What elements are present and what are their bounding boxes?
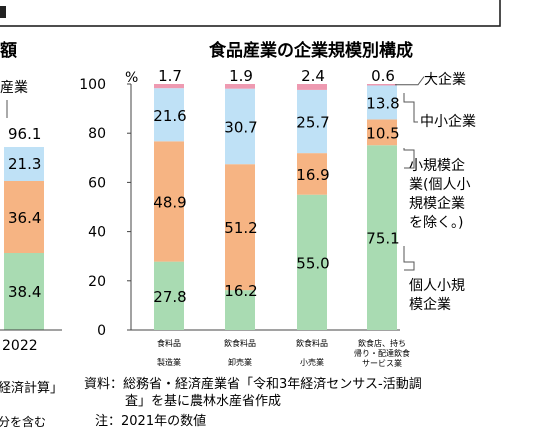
y-tick-label: 0 xyxy=(97,323,106,339)
legend-leader-line xyxy=(403,93,418,123)
bar-value-label: 25.7 xyxy=(296,114,329,132)
category-label: 飲食店、持ち帰り・配達飲食サービス業 xyxy=(354,338,410,368)
bar-value-label: 75.1 xyxy=(366,230,399,248)
bar-segment xyxy=(154,261,184,330)
category-label: 飲食料品小売業 xyxy=(296,338,328,367)
bar-segment xyxy=(154,84,184,89)
left-chart-title: 額 xyxy=(0,40,17,61)
left-total-label: 96.1 xyxy=(8,125,41,143)
bar-segment xyxy=(297,89,327,154)
bar-segment xyxy=(367,85,397,120)
left-legend-label: 産業 xyxy=(0,80,28,96)
y-tick-label: 60 xyxy=(88,175,106,191)
legend-leader-line xyxy=(395,76,425,86)
source-line: 査」を基に農林水産省作成 xyxy=(125,393,281,409)
bar-value-label: 16.2 xyxy=(224,282,257,300)
bar-value-label: 10.5 xyxy=(366,124,399,142)
bar-value-label: 13.8 xyxy=(366,94,399,112)
y-tick-label: 100 xyxy=(79,77,106,93)
bar-value-label: 55.0 xyxy=(296,254,329,272)
left-value-label: 21.3 xyxy=(8,155,41,173)
note-line: 注：2021年の数値 xyxy=(95,413,206,429)
legend-leader-line xyxy=(403,148,415,169)
bar-segment xyxy=(154,141,184,262)
y-tick-label: 40 xyxy=(88,225,106,241)
bar-segment xyxy=(367,119,397,146)
bar-segment xyxy=(225,88,255,165)
bar-segment xyxy=(367,145,397,330)
legend-label: 個人小規模企業 xyxy=(409,278,465,313)
left-note-fragment: 分を含む xyxy=(0,414,46,429)
bar-segment xyxy=(154,88,184,142)
bar-segment xyxy=(297,84,327,90)
y-unit-label: % xyxy=(125,70,138,86)
left-source-fragment: 経済計算」 xyxy=(0,380,63,396)
legend-label: 中小企業 xyxy=(420,113,476,130)
bar-value-label: 48.9 xyxy=(153,193,186,211)
category-label: 食料品製造業 xyxy=(157,338,181,367)
legend-label: 大企業 xyxy=(424,71,466,88)
bar-segment xyxy=(297,194,327,330)
bar-segment xyxy=(225,84,255,89)
category-label: 飲食料品卸売業 xyxy=(224,338,256,367)
bar-value-label: 1.9 xyxy=(229,67,253,85)
left-value-label: 38.4 xyxy=(8,283,41,301)
y-tick-label: 20 xyxy=(88,274,106,290)
bar-value-label: 51.2 xyxy=(224,219,257,237)
left-value-label: 36.4 xyxy=(8,209,41,227)
y-tick-label: 80 xyxy=(88,126,106,142)
bar-value-label: 30.7 xyxy=(224,118,257,136)
header-marker xyxy=(0,6,6,18)
left-bar-segment-small xyxy=(4,181,44,253)
legend-label: 小規模企業(個人小規模企業を除く。) xyxy=(409,157,470,231)
left-year-label: 2022 xyxy=(2,338,38,354)
bar-value-label: 0.6 xyxy=(371,67,395,85)
chart-title: 食品産業の企業規模別構成 xyxy=(209,40,413,61)
bar-segment xyxy=(225,290,255,330)
legend-leader-line xyxy=(403,246,415,271)
left-bar-segment-individual xyxy=(4,253,44,330)
left-bar-segment-mid xyxy=(4,147,44,181)
bar-value-label: 27.8 xyxy=(153,288,186,306)
bar-value-label: 1.7 xyxy=(158,67,182,85)
bar-segment xyxy=(367,84,397,86)
bar-value-label: 21.6 xyxy=(153,107,186,125)
bar-segment xyxy=(297,153,327,195)
bar-value-label: 2.4 xyxy=(301,67,325,85)
header-frame xyxy=(0,0,501,27)
bar-segment xyxy=(225,164,255,291)
bar-value-label: 16.9 xyxy=(296,166,329,184)
source-line: 資料：総務省・経済産業省「令和3年経済センサス-活動調 xyxy=(84,376,422,392)
